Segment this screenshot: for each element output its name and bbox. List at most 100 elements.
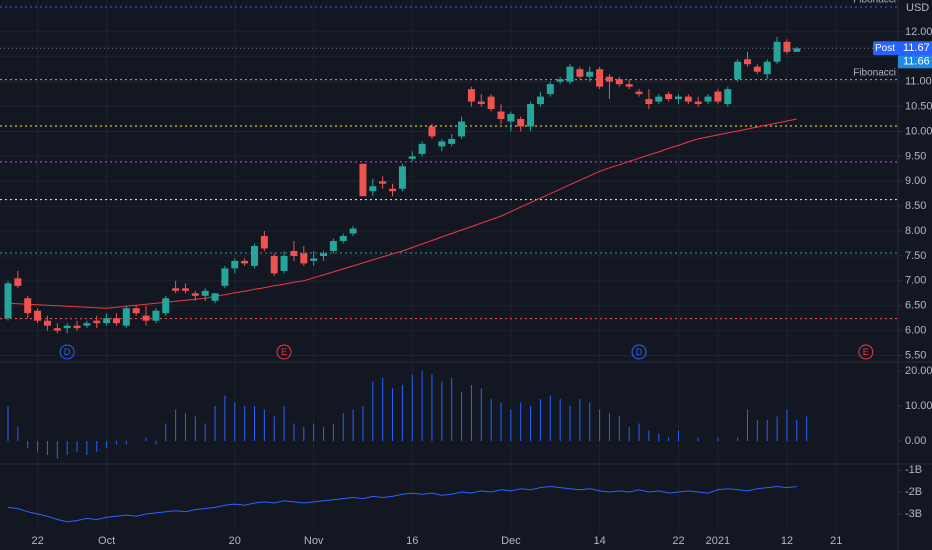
candle-body: [674, 96, 682, 100]
candle-body: [310, 258, 318, 261]
y-tick-label: 8.00: [905, 225, 926, 237]
candle-body: [517, 119, 525, 127]
y-tick-label: 7.50: [905, 250, 926, 262]
candle-body: [665, 94, 673, 100]
y-tick-label: -1B: [905, 464, 922, 476]
x-tick-label: 12: [781, 535, 793, 547]
candle-body: [773, 41, 781, 62]
last-price-tag: [898, 41, 932, 56]
candle-body: [181, 288, 189, 291]
y-tick-label: 20.00: [905, 365, 932, 377]
x-tick-label: 14: [593, 535, 605, 547]
candle-body: [408, 156, 416, 159]
candle-body: [458, 121, 466, 137]
candle-body: [270, 255, 278, 274]
candle-body: [635, 91, 643, 95]
candle-body: [4, 283, 12, 319]
y-tick-label: 12.00: [905, 26, 932, 38]
post-tag: [873, 41, 898, 56]
candle-body: [704, 96, 712, 102]
candle-body: [63, 325, 71, 329]
candle-body: [162, 298, 170, 314]
candle-body: [359, 163, 367, 197]
candle-body: [329, 241, 337, 251]
y-tick-label: -3B: [905, 508, 922, 520]
event-marker: [631, 344, 647, 360]
candle-body: [221, 268, 229, 286]
candle-body: [448, 138, 456, 144]
candle-body: [201, 290, 209, 296]
candle-body: [300, 253, 308, 264]
candle-body: [438, 141, 446, 147]
last-price-label: 11.67: [903, 42, 930, 54]
currency: USD: [906, 2, 929, 14]
candle-body: [655, 96, 663, 102]
candle-body: [152, 310, 160, 321]
candle-body: [744, 59, 751, 65]
x-tick-label: 21: [830, 535, 842, 547]
candle-body: [93, 320, 101, 324]
candle-body: [724, 89, 732, 105]
post-label: Post: [875, 43, 895, 54]
candle-body: [734, 61, 742, 80]
candle-body: [596, 69, 604, 87]
candle-body: [576, 69, 584, 77]
post-price-label: 11.66: [903, 56, 930, 68]
x-tick-label: 22: [672, 535, 684, 547]
candle-body: [24, 298, 32, 314]
candle-body: [645, 99, 653, 105]
candle-body: [290, 250, 298, 256]
post-price-tag: [898, 55, 932, 69]
x-tick-label: 20: [229, 535, 241, 547]
candle-body: [280, 255, 288, 271]
y-tick-label: 9.50: [905, 150, 926, 162]
candle-body: [53, 328, 61, 331]
event-marker: [276, 344, 292, 360]
candle-body: [615, 79, 623, 85]
candle-body: [320, 253, 328, 256]
candle-body: [428, 126, 436, 137]
candle-body: [211, 293, 219, 301]
candle-body: [34, 310, 42, 321]
y-tick-label: 8.50: [905, 200, 926, 212]
candle-body: [783, 41, 791, 52]
candle-body: [112, 318, 120, 324]
candle-body: [172, 288, 180, 291]
candle-body: [497, 111, 505, 120]
x-tick-label: Oct: [98, 535, 115, 547]
y-tick-label: 5.50: [905, 349, 926, 361]
candle-body: [694, 101, 702, 105]
y-tick-label: 6.00: [905, 325, 926, 337]
y-tick-label: 7.00: [905, 275, 926, 287]
y-tick-label: 9.00: [905, 175, 926, 187]
candle-body: [625, 84, 633, 87]
event-label: E: [863, 347, 869, 357]
indicator-line: [7, 485, 797, 523]
y-tick-label: 10.50: [905, 100, 932, 112]
candle-body: [379, 181, 387, 184]
event-label: E: [281, 347, 287, 357]
x-tick-label: 16: [406, 535, 418, 547]
x-tick-label: 2021: [706, 535, 730, 547]
candle-body: [527, 104, 535, 127]
candle-body: [714, 91, 722, 102]
y-tick-label: 11.00: [905, 76, 932, 88]
candle-body: [251, 245, 258, 266]
candle-body: [467, 89, 475, 102]
candle-body: [339, 236, 347, 242]
candle-body: [83, 323, 91, 326]
candle-body: [122, 308, 130, 326]
y-tick-label: 10.00: [905, 400, 932, 412]
candle-body: [684, 96, 692, 102]
candle-body: [477, 101, 485, 105]
candle-body: [566, 66, 574, 82]
candle-body: [753, 66, 761, 72]
candle-body: [14, 278, 22, 286]
event-marker: [59, 344, 75, 360]
event-label: D: [636, 347, 643, 357]
level-label: Fibonacci: [853, 67, 896, 78]
x-tick-label: Nov: [304, 535, 324, 547]
candle-body: [231, 260, 239, 269]
candle-body: [546, 84, 554, 95]
